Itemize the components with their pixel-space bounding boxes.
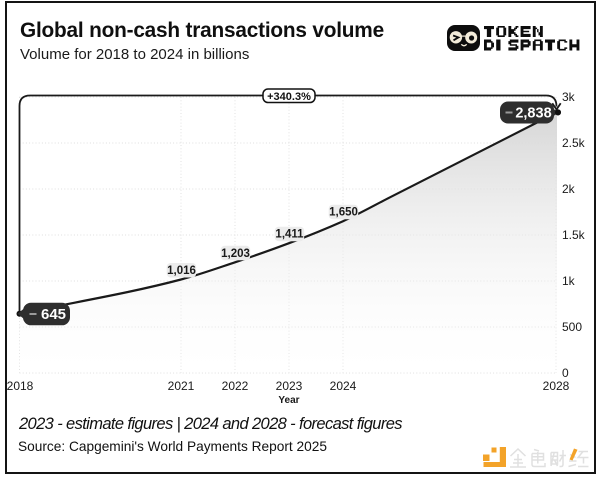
svg-text:2024: 2024 [330,379,357,393]
svg-text:645: 645 [41,306,66,323]
svg-text:2018: 2018 [7,379,34,393]
svg-text:2023: 2023 [276,379,303,393]
svg-text:2022: 2022 [222,379,249,393]
svg-text:+340.3%: +340.3% [267,91,311,103]
svg-text:500: 500 [562,320,582,334]
svg-text:1,016: 1,016 [167,265,196,277]
svg-text:1,411: 1,411 [275,229,304,241]
svg-text:2,838: 2,838 [515,106,551,122]
svg-text:1.5k: 1.5k [562,228,586,242]
svg-text:2k: 2k [562,182,576,196]
svg-text:0: 0 [562,366,569,380]
svg-text:1,650: 1,650 [329,207,358,219]
svg-text:2.5k: 2.5k [562,136,586,150]
svg-text:1,203: 1,203 [221,248,250,260]
svg-text:2028: 2028 [543,379,570,393]
svg-text:3k: 3k [562,90,576,104]
svg-text:1k: 1k [562,274,576,288]
svg-text:2021: 2021 [168,379,195,393]
svg-text:Year: Year [278,395,299,406]
